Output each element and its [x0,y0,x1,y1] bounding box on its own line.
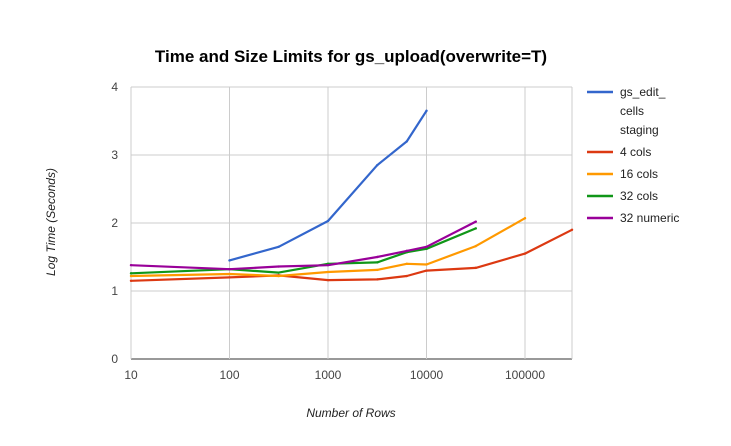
chart-title: Time and Size Limits for gs_upload(overw… [155,47,547,66]
data-point [425,245,428,248]
data-point [277,271,280,274]
legend-item: gs_edit_cells staging [587,85,666,137]
data-point [228,259,231,262]
x-tick-label: 100 [219,368,239,382]
data-point [474,220,477,223]
data-point [129,274,133,278]
data-point [129,263,133,267]
data-point [570,228,574,231]
legend-label: gs_edit_ [620,85,666,99]
data-point [425,269,428,272]
legend-item: 32 cols [587,189,658,203]
legend-item: 16 cols [587,167,658,181]
legend-label: 16 cols [620,167,658,181]
x-tick-label: 10 [124,368,138,382]
data-point [228,276,231,279]
data-point [228,268,231,271]
data-point [277,265,280,268]
legend-label: 32 numeric [620,211,679,225]
data-point [326,270,330,274]
series-lines [129,109,574,282]
data-point [326,263,330,267]
series-line-1 [228,109,428,262]
data-point [474,266,477,270]
data-point [376,278,379,281]
legend: gs_edit_cells staging 4 cols 16 cols 32 cols… [587,85,679,225]
y-tick-label: 1 [111,284,118,298]
data-point [425,263,428,266]
series-line-2 [129,228,574,282]
y-axis-label: Log Time (Seconds) [44,168,58,276]
data-point [405,140,409,143]
y-tick-label: 0 [111,352,118,366]
y-tick-label: 4 [111,80,118,94]
data-point [129,279,133,282]
data-point [277,245,280,248]
legend-item: 4 cols [587,145,651,159]
data-point [474,244,477,248]
y-tick-label: 2 [111,216,118,230]
y-tick-label: 3 [111,148,118,162]
data-point [326,219,330,223]
data-point [376,255,379,259]
legend-label: cells [620,104,644,118]
data-point [405,249,409,253]
data-point [523,252,527,255]
legend-label: 4 cols [620,145,651,159]
data-point [326,278,330,282]
legend-label: 32 cols [620,189,658,203]
data-point [376,268,379,272]
data-point [277,274,280,278]
x-tick-label: 100000 [505,368,545,382]
legend-item: 32 numeric [587,211,679,225]
x-tick-label: 10000 [410,368,444,382]
data-point [228,272,231,276]
data-point [376,261,379,264]
data-point [129,272,133,275]
data-point [405,262,409,265]
data-point [523,217,527,220]
data-point [425,109,428,113]
data-point [376,164,379,167]
data-point [405,274,409,278]
series-line-5 [129,220,477,271]
grid [130,86,573,360]
legend-label: staging [620,123,659,137]
x-axis-label: Number of Rows [306,406,395,420]
data-point [425,247,428,251]
x-tick-label: 1000 [315,368,342,382]
data-point [474,227,477,230]
tick-labels: 0 1 2 3 4 10 100 1000 10000 100000 [111,80,545,382]
